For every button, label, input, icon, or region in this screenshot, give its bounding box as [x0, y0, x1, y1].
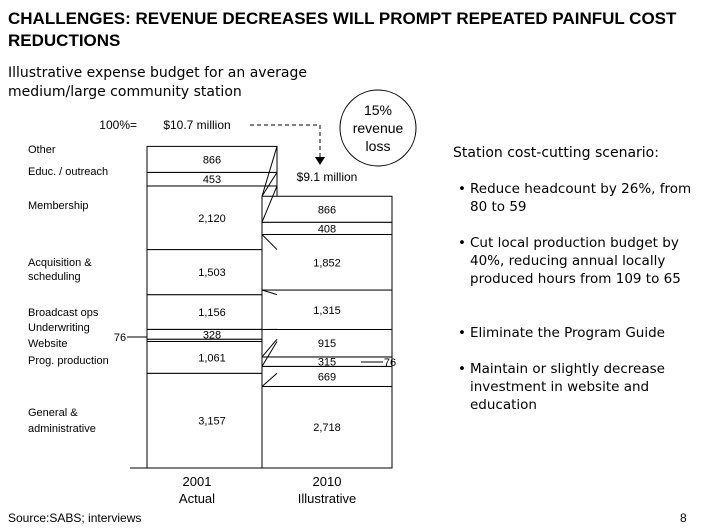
- category-label-2001: 2001: [183, 474, 212, 489]
- revenue-loss-line3: loss: [366, 138, 391, 154]
- category-label-2010: 2010: [313, 474, 342, 489]
- total-label-2001: $10.7 million: [163, 118, 230, 132]
- bar-segment-prog-production-2001: [146, 340, 278, 374]
- segment-name-underwriting: Underwriting: [28, 322, 90, 334]
- category-sublabel-2010: Illustrative: [298, 491, 357, 506]
- segment-name-educ-outreach: Educ. / outreach: [28, 166, 108, 178]
- connector-line-8: [261, 172, 278, 197]
- data-label-acquisition-scheduling-2001: 1,503: [198, 267, 226, 279]
- revenue-loss-line2: revenue: [353, 120, 404, 136]
- scenario-bullet-program-guide: Eliminate the Program Guide: [458, 324, 698, 342]
- data-label-other-2001: 866: [203, 154, 221, 166]
- total-label-2010: $9.1 million: [297, 170, 358, 184]
- hundred-pct-label: 100%=: [99, 118, 137, 132]
- data-label-prog-production-2010: 669: [318, 371, 336, 383]
- connector-line-5: [261, 289, 278, 296]
- segment-name-acquisition-2: scheduling: [28, 271, 81, 283]
- dashed-arrow-head: [315, 157, 325, 165]
- bars-layer: [146, 145, 393, 469]
- category-sublabel-2001: Actual: [179, 491, 215, 506]
- data-label-underwriting-2001: 328: [203, 329, 221, 341]
- segment-name-prog-production: Prog. production: [28, 355, 109, 367]
- segment-name-ga-2: administrative: [28, 423, 96, 435]
- page-number: 8: [680, 511, 687, 525]
- connector-line-1: [261, 372, 278, 387]
- connector-line-3: [261, 338, 278, 358]
- data-label-general-administrative-2010: 2,718: [313, 422, 341, 434]
- bar-segment-membership-2001: [146, 185, 278, 251]
- data-label-membership-2010: 408: [318, 223, 336, 235]
- bar-segment-underwriting-2010: [261, 328, 393, 358]
- scenario-bullet-headcount: Reduce headcount by 26%, from 80 to 59: [458, 180, 698, 216]
- scenario-bullet-website-education: Maintain or slightly decrease investment…: [458, 360, 698, 414]
- segment-name-ga-1: General &: [28, 407, 78, 419]
- connector-line-9: [261, 146, 278, 197]
- bar-segment-educ-outreach-2010: [261, 195, 393, 223]
- source-note: Source:SABS; interviews: [8, 511, 142, 525]
- segment-name-broadcast-ops: Broadcast ops: [28, 307, 99, 319]
- data-label-broadcast-ops-2010: 1,315: [313, 305, 341, 317]
- bar-segment-broadcast-ops-2001: [146, 294, 278, 330]
- scenario-title: Station cost-cutting scenario:: [453, 145, 659, 161]
- revenue-loss-line1: 15%: [364, 102, 392, 118]
- data-label-website-2010: 315: [318, 357, 336, 369]
- dashed-arrow-line: [250, 124, 321, 158]
- data-label-acquisition-scheduling-2010: 1,852: [313, 257, 341, 269]
- segment-name-membership: Membership: [28, 200, 89, 212]
- bar-segment-general-administrative-2010: [261, 385, 393, 469]
- website-callout-2001: 76: [114, 332, 126, 344]
- revenue-loss-bubble: [339, 89, 417, 167]
- scenario-bullet-local-production: Cut local production budget by 40%, redu…: [458, 234, 698, 288]
- connector-line-6: [261, 234, 278, 250]
- data-label-underwriting-2010: 915: [318, 338, 336, 350]
- bar-segment-acquisition-scheduling-2010: [261, 233, 393, 291]
- segment-name-acquisition-1: Acquisition &: [28, 257, 92, 269]
- data-label-membership-2001: 2,120: [198, 213, 226, 225]
- data-label-prog-production-2001: 1,061: [198, 352, 226, 364]
- labels-layer: 3,157 1,061 328 1,156 1,503 2,120 453 866 2,718 6…: [198, 154, 341, 434]
- connector-line-7: [261, 185, 278, 223]
- data-label-general-administrative-2001: 3,157: [198, 416, 226, 428]
- data-label-educ-outreach-2010: 866: [318, 204, 336, 216]
- data-label-educ-outreach-2001: 453: [203, 174, 221, 186]
- data-label-broadcast-ops-2001: 1,156: [198, 307, 226, 319]
- website-callout-2010: 76: [384, 357, 396, 369]
- connector-lines: [261, 146, 278, 469]
- segment-name-other: Other: [28, 144, 56, 156]
- bar-segment-acquisition-scheduling-2001: [146, 249, 278, 296]
- chart-subtitle: Illustrative expense budget for an avera…: [8, 65, 308, 100]
- segment-name-website: Website: [28, 338, 68, 350]
- connector-line-2: [261, 341, 278, 367]
- bar-segment-other-2001: [146, 145, 278, 173]
- chart-title: CHALLENGES: REVENUE DECREASES WILL PROMP…: [8, 9, 677, 50]
